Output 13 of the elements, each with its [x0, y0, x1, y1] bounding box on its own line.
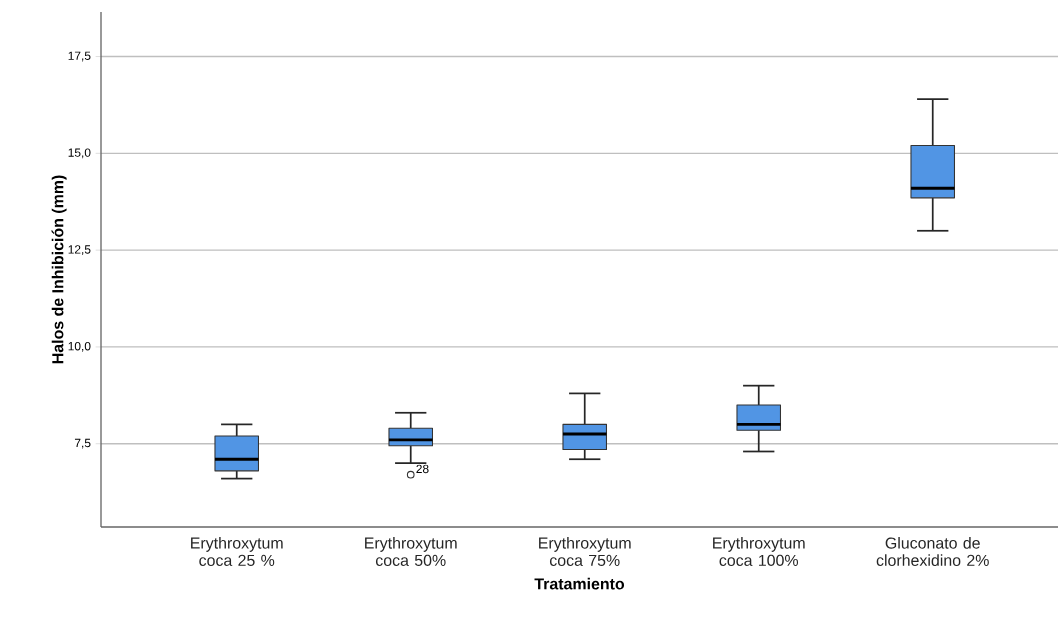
x-tick-label: Erythroxytum coca 25 % [191, 537, 283, 566]
x-tick-label: Erythroxytum coca 50% [365, 537, 457, 566]
annotation: 28 [416, 464, 429, 474]
y-tick-label: 12,5 [68, 245, 91, 256]
y-tick-label: 7,5 [74, 438, 91, 449]
x-tick-label: Erythroxytum coca 75% [539, 537, 631, 566]
y-tick-label: 15,0 [68, 148, 91, 159]
y-tick-label: 17,5 [68, 51, 91, 62]
x-tick-label: Erythroxytum coca 100% [713, 537, 805, 566]
y-tick-label: 10,0 [68, 342, 91, 352]
x-tick-label: Gluconato de clorhexidino 2% [876, 537, 989, 566]
x-axis-title: Tratamiento [534, 577, 625, 590]
y-axis-title: Halos de Inhibición (mm) [51, 175, 67, 364]
